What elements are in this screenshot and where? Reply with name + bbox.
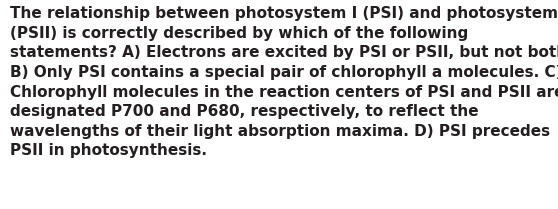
Text: The relationship between photosystem I (PSI) and photosystem II
(PSII) is correc: The relationship between photosystem I (… — [10, 6, 558, 158]
